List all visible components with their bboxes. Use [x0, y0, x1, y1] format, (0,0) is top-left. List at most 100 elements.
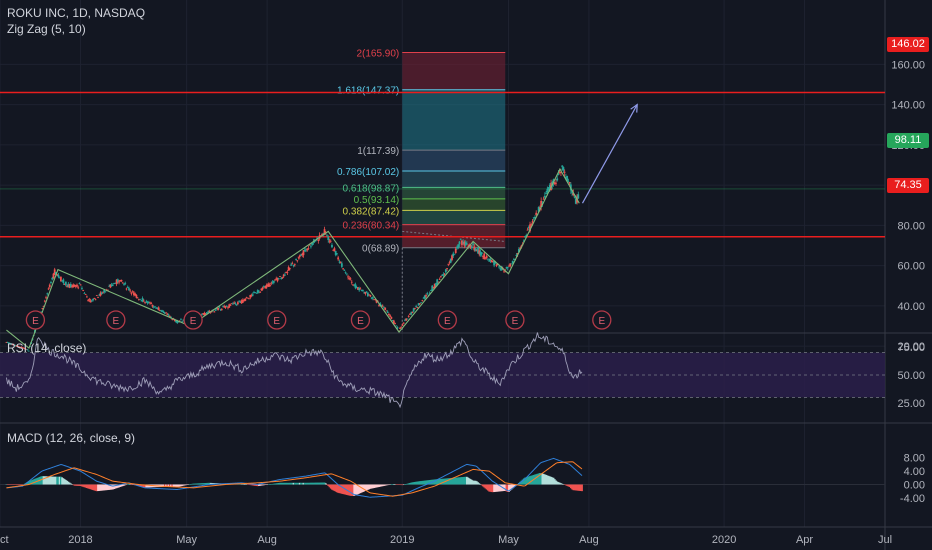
macd-histogram-bar	[20, 484, 23, 486]
candle-body	[123, 284, 125, 286]
earnings-marker	[25, 310, 46, 330]
candle-body	[66, 286, 68, 287]
macd-histogram-bar	[253, 484, 255, 486]
macd-histogram-bar	[314, 482, 317, 485]
macd-histogram-bar	[45, 476, 47, 485]
macd-histogram-bar	[246, 484, 249, 485]
candle-body	[526, 229, 529, 231]
candle-body	[311, 243, 314, 245]
candle-body	[279, 276, 281, 277]
macd-histogram-bar	[461, 477, 463, 485]
macd-histogram-bar	[48, 476, 51, 485]
macd-histogram-bar	[83, 484, 86, 488]
macd-histogram-bar	[128, 484, 130, 485]
macd-histogram-bar	[385, 484, 388, 486]
candle-body	[286, 272, 289, 274]
macd-histogram-bar	[374, 484, 377, 488]
macd-histogram-bar	[276, 483, 279, 485]
macd-histogram-bar	[298, 482, 301, 485]
macd-histogram-bar	[108, 484, 111, 490]
macd-histogram-bar	[573, 484, 576, 491]
macd-histogram-bar	[381, 484, 384, 487]
earnings-marker-label: E	[357, 316, 364, 327]
candle-body	[230, 303, 233, 305]
macd-histogram-bar	[473, 480, 476, 485]
candle-body	[131, 291, 134, 293]
symbol-title: ROKU INC, 1D, NASDAQ	[7, 6, 146, 20]
macd-histogram-bar	[284, 482, 286, 485]
macd-legend[interactable]: MACD (12, 26, close, 9)	[7, 431, 139, 445]
macd-histogram-bar	[384, 484, 387, 486]
macd-histogram-bar	[327, 484, 330, 486]
candle-body	[328, 240, 331, 242]
candle-body	[50, 281, 52, 283]
rsi-legend[interactable]: RSI (14, close)	[7, 341, 90, 355]
macd-histogram-bar	[337, 484, 340, 493]
candle-body	[473, 246, 476, 251]
candle-body	[484, 258, 487, 260]
candle-body	[321, 234, 323, 236]
macd-histogram-bar	[104, 484, 107, 491]
candle-body	[558, 172, 561, 173]
candle-body	[271, 281, 274, 283]
candle-body	[506, 267, 509, 269]
candle-body	[527, 227, 530, 228]
candle-body	[534, 216, 536, 219]
candle-body	[119, 280, 122, 282]
macd-histogram-bar	[451, 477, 453, 485]
candle-body	[229, 304, 232, 306]
candle-body	[176, 320, 179, 323]
macd-histogram-bar	[477, 482, 479, 485]
macd-histogram-bar	[109, 484, 112, 490]
candle-body	[458, 241, 461, 245]
candle-body	[340, 263, 343, 267]
candle-body	[537, 207, 540, 212]
candle-body	[282, 274, 285, 277]
fib-level-label: 1.618(147.37)	[337, 86, 399, 97]
candle-body	[21, 347, 24, 349]
zigzag-legend[interactable]: Zig Zag (5, 10)	[7, 22, 90, 36]
candle-body	[452, 253, 455, 257]
candle-body	[17, 346, 20, 348]
macd-histogram-bar	[178, 484, 181, 487]
macd-histogram-bar	[183, 484, 186, 486]
macd-histogram-bar	[316, 482, 319, 485]
macd-histogram-bar	[425, 480, 427, 485]
macd-histogram-bar	[71, 484, 73, 485]
candle-body	[84, 294, 87, 295]
candle-body	[456, 246, 458, 249]
macd-histogram-bar	[390, 484, 393, 485]
macd-axis-tick: 8.00	[904, 453, 925, 465]
candle-body	[154, 306, 156, 308]
candle-body	[360, 289, 363, 291]
macd-histogram-bar	[50, 476, 52, 485]
macd-histogram-bar	[567, 484, 570, 487]
macd-histogram-bar	[295, 482, 297, 485]
candle-body	[261, 287, 264, 290]
macd-histogram-bar	[355, 484, 358, 495]
macd-histogram-bar	[42, 476, 45, 485]
candle-body	[317, 239, 320, 241]
candle-body	[371, 297, 374, 299]
candle-body	[399, 327, 401, 329]
candle-body	[510, 263, 513, 265]
macd-histogram-bar	[40, 476, 42, 485]
candle-body	[542, 198, 545, 200]
macd-histogram-bar	[379, 484, 382, 487]
candle-body	[464, 242, 467, 246]
macd-histogram-bar	[207, 482, 210, 485]
macd-histogram-bar	[241, 483, 244, 485]
candle-body	[161, 311, 164, 313]
symbol-legend[interactable]: ROKU INC, 1D, NASDAQ	[7, 6, 149, 20]
candle-body	[57, 274, 60, 277]
macd-histogram-bar	[93, 484, 96, 491]
rsi-pane	[0, 332, 885, 409]
candle-body	[491, 261, 494, 263]
candle-body	[100, 292, 103, 295]
earnings-marker	[106, 310, 126, 330]
candle-body	[156, 307, 159, 309]
candle-body	[67, 283, 70, 287]
candle-body	[215, 308, 218, 310]
macd-histogram-bar	[428, 480, 431, 485]
macd-histogram-bar	[287, 482, 290, 485]
